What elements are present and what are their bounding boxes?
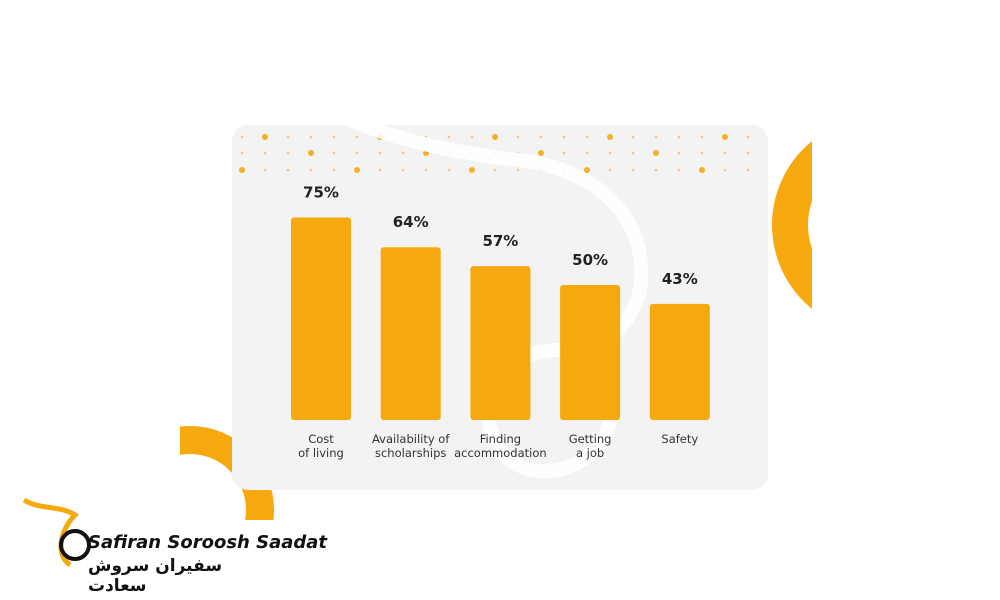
bar [380, 247, 441, 420]
dot [286, 168, 290, 172]
dot [378, 168, 382, 172]
value-label: 64% [393, 213, 429, 231]
dot [263, 151, 267, 155]
dot [746, 168, 750, 172]
dot [447, 168, 451, 172]
dot [262, 134, 268, 140]
dot [332, 151, 336, 155]
dot [585, 135, 589, 139]
logo-circle [59, 529, 91, 561]
bar [649, 303, 710, 420]
dot [585, 151, 589, 155]
dot [700, 151, 704, 155]
dot [631, 135, 635, 139]
dot [355, 135, 359, 139]
dot [447, 135, 451, 139]
dot [723, 168, 727, 172]
dot [516, 135, 520, 139]
value-label: 50% [572, 251, 608, 269]
dot [493, 168, 497, 172]
category-label: Safety [661, 432, 699, 446]
dot [699, 167, 705, 173]
bar [470, 266, 531, 420]
dot [332, 168, 336, 172]
dot [401, 151, 405, 155]
brand-name-fa: سفیران سروش سعادت [88, 556, 223, 596]
dot [539, 135, 543, 139]
dot [469, 167, 475, 173]
dot [332, 135, 336, 139]
dot [309, 135, 313, 139]
dot [584, 167, 590, 173]
category-label: Finding accommodation [454, 432, 547, 460]
dot [378, 151, 382, 155]
dot [722, 134, 728, 140]
dot [286, 151, 290, 155]
value-label: 43% [662, 270, 698, 288]
decor-ring [772, 141, 812, 309]
dot [240, 135, 244, 139]
dot [562, 151, 566, 155]
dot [677, 168, 681, 172]
dot [607, 134, 613, 140]
dot [677, 135, 681, 139]
dot [608, 151, 612, 155]
dot [516, 168, 520, 172]
dot [354, 167, 360, 173]
dot [308, 150, 314, 156]
dot [608, 168, 612, 172]
category-label: Getting a job [568, 432, 612, 460]
dot [562, 135, 566, 139]
bar [560, 285, 621, 420]
dot [286, 135, 290, 139]
dot [492, 134, 498, 140]
watermark [265, 65, 649, 479]
dot [654, 135, 658, 139]
dot [746, 135, 750, 139]
dot [653, 150, 659, 156]
bar [291, 217, 351, 420]
dot [355, 151, 359, 155]
dot [263, 168, 267, 172]
decor-arc [180, 426, 274, 520]
dot [424, 168, 428, 172]
dot [240, 151, 244, 155]
brand-name: Safiran Soroosh Saadat [88, 532, 328, 553]
category-label: Availability of scholarships [371, 432, 450, 460]
category-label: Cost of living [298, 432, 344, 460]
dot [538, 150, 544, 156]
dot [309, 168, 313, 172]
dot [631, 151, 635, 155]
dot [723, 151, 727, 155]
dot [677, 151, 681, 155]
dot [700, 135, 704, 139]
dot [239, 167, 245, 173]
dot [654, 168, 658, 172]
dot [746, 151, 750, 155]
value-label: 75% [303, 184, 339, 202]
dot [631, 168, 635, 172]
value-label: 57% [482, 232, 518, 250]
dot [401, 168, 405, 172]
dot [470, 135, 474, 139]
